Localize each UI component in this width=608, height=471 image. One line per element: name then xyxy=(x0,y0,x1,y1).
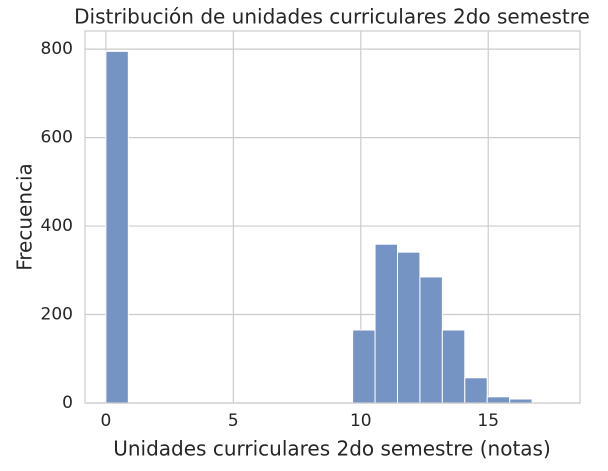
chart-title: Distribución de unidades curriculares 2d… xyxy=(74,5,590,29)
x-tick-label: 0 xyxy=(100,411,111,431)
bar xyxy=(464,377,488,404)
bar xyxy=(486,396,511,404)
x-axis-label: Unidades curriculares 2do semestre (nota… xyxy=(113,437,551,461)
bar xyxy=(441,329,466,404)
y-tick-label: 400 xyxy=(41,216,73,236)
bar xyxy=(352,329,376,404)
bar xyxy=(105,50,129,404)
y-tick-label: 600 xyxy=(41,128,73,148)
bar xyxy=(396,251,421,404)
x-tick-label: 15 xyxy=(477,411,499,431)
plot-frame xyxy=(84,30,581,404)
bar xyxy=(419,276,443,404)
x-tick-label: 10 xyxy=(350,411,372,431)
x-tick-label: 5 xyxy=(228,411,239,431)
y-axis-label: Frecuencia xyxy=(13,163,37,271)
bar xyxy=(374,243,398,404)
y-tick-label: 800 xyxy=(41,39,73,59)
y-tick-label: 200 xyxy=(41,305,73,325)
y-tick-label: 0 xyxy=(62,393,73,413)
